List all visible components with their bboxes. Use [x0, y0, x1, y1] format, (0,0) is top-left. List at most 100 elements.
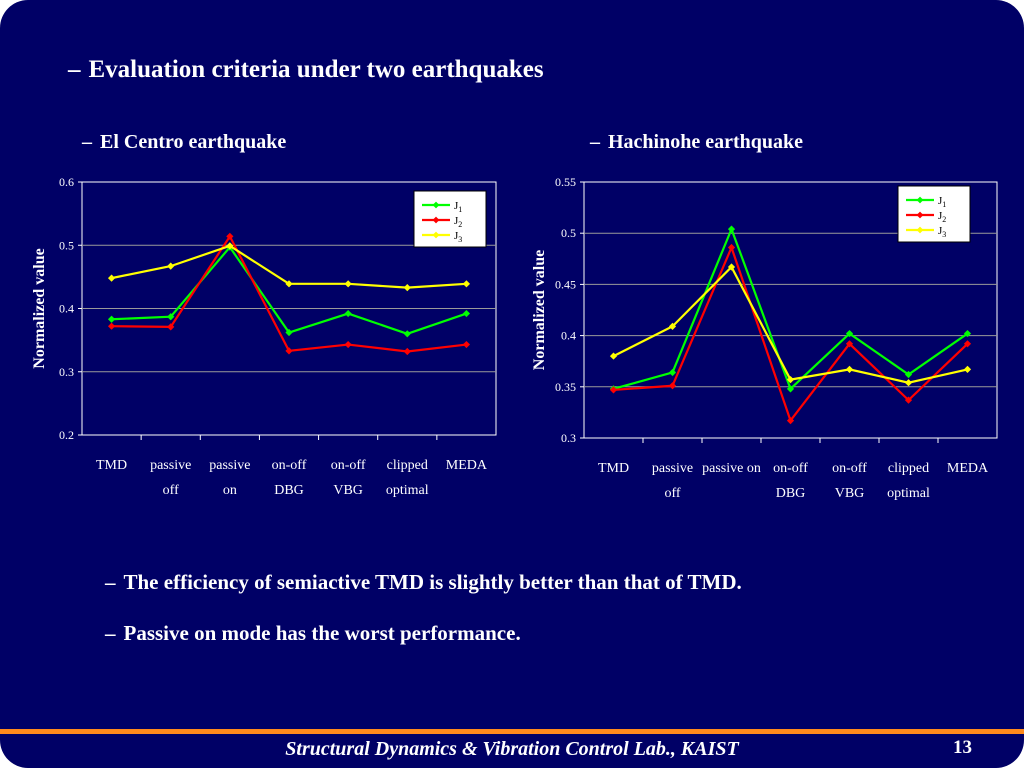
data-point-j2 — [403, 347, 411, 356]
data-point-j3 — [727, 263, 736, 271]
x-category-label: off — [664, 486, 680, 501]
y-tick-label: 0.5 — [59, 238, 74, 252]
legend-label-j1: J1 — [938, 195, 946, 209]
x-category-label: VBG — [333, 483, 363, 498]
x-category-label: VBG — [835, 486, 865, 501]
legend-subscript-j1: 1 — [942, 200, 946, 209]
data-point-j1 — [107, 315, 116, 323]
legend-subscript-j3: 3 — [458, 235, 462, 244]
x-category-label: MEDA — [446, 458, 488, 473]
chart-el-centro-svg: 0.2 0.3 0.4 0.5 0.6 TMD passive off passive on on-… — [31, 175, 497, 498]
data-point-j2 — [904, 396, 913, 404]
subtitle-el-centro: – El Centro earthquake — [82, 131, 286, 154]
x-category-label: clipped — [888, 461, 929, 476]
title-text: Evaluation criteria under two earthquake… — [88, 56, 544, 83]
legend-label-j1: J1 — [454, 200, 462, 214]
data-point-j1 — [344, 309, 352, 318]
page-number: 13 — [953, 737, 972, 758]
bullet-1: – The efficiency of semiactive TMD is sli… — [105, 570, 742, 595]
legend-marker-j1 — [432, 201, 440, 209]
x-category-label: DBG — [776, 486, 806, 501]
x-category-label: on — [223, 483, 237, 498]
legend-subscript-j1: 1 — [458, 205, 462, 214]
footer-divider — [0, 729, 1024, 734]
y-tick-label: 0.55 — [555, 175, 576, 189]
data-point-j2 — [344, 340, 352, 349]
footer-lab-name: Structural Dynamics & Vibration Control … — [285, 738, 739, 760]
y-tick-label: 0.2 — [59, 428, 74, 442]
legend-marker-j2 — [432, 216, 440, 224]
data-point-j2 — [609, 386, 618, 394]
y-tick-label: 0.6 — [59, 175, 74, 189]
legend-subscript-j2: 2 — [458, 220, 462, 229]
subtitle-right-text: Hachinohe earthquake — [608, 131, 804, 153]
x-category-label: on-off — [272, 458, 307, 473]
x-category-label: on-off — [832, 461, 867, 476]
x-category-label: MEDA — [947, 461, 989, 476]
legend-marker-j3 — [916, 226, 924, 234]
y-tick-label: 0.4 — [59, 302, 74, 316]
legend-label-j3: J3 — [938, 225, 946, 239]
y-tick-label: 0.5 — [561, 226, 576, 240]
x-category-label: TMD — [96, 458, 127, 473]
data-point-j1 — [403, 330, 411, 338]
data-point-j3 — [403, 284, 411, 292]
x-category-label: passive — [652, 461, 693, 476]
legend-marker-j1 — [916, 196, 924, 204]
y-tick-label: 0.35 — [555, 380, 576, 394]
data-point-j1 — [845, 329, 854, 338]
data-point-j2 — [226, 232, 234, 240]
title-dash: – — [68, 56, 81, 83]
data-point-j1 — [668, 368, 677, 377]
data-point-j2 — [462, 340, 471, 349]
x-category-label: clipped — [387, 458, 428, 473]
data-point-j3 — [609, 352, 618, 360]
data-point-j1 — [462, 309, 471, 318]
chart-hachinohe: 0.3 0.35 0.4 0.45 0.5 0.55 TMD passive off passiv… — [522, 168, 1012, 508]
x-category-label: optimal — [386, 483, 429, 498]
y-tick-label: 0.45 — [555, 277, 576, 291]
x-category-label: off — [163, 483, 179, 498]
bullet-2-dash: – — [105, 621, 116, 645]
slide-title: – Evaluation criteria under two earthquak… — [68, 56, 544, 84]
data-point-j1 — [963, 329, 972, 338]
legend-subscript-j3: 3 — [942, 230, 946, 239]
y-axis-label: Normalized value — [31, 248, 48, 368]
chart-hachinohe-svg: 0.3 0.35 0.4 0.45 0.5 0.55 TMD passive off passiv… — [531, 175, 998, 501]
x-category-label: optimal — [887, 486, 930, 501]
subtitle-right-dash: – — [590, 131, 600, 153]
bullet-1-dash: – — [105, 570, 116, 594]
legend-marker-j3 — [432, 231, 440, 239]
y-tick-label: 0.4 — [561, 329, 576, 343]
legend-label-j2: J2 — [938, 210, 946, 224]
data-point-j2 — [285, 347, 293, 355]
subtitle-left-dash: – — [82, 131, 92, 153]
legend-label-j2: J2 — [454, 215, 462, 229]
bullet-2-text: Passive on mode has the worst performanc… — [123, 621, 521, 645]
x-category-label: on-off — [331, 458, 366, 473]
data-point-j2 — [963, 340, 972, 348]
legend-label-j3: J3 — [454, 230, 462, 244]
y-tick-label: 0.3 — [561, 431, 576, 445]
data-point-j3 — [226, 242, 234, 250]
y-axis-label: Normalized value — [531, 250, 548, 370]
subtitle-hachinohe: – Hachinohe earthquake — [590, 131, 803, 154]
x-category-label: passive — [209, 458, 250, 473]
y-tick-label: 0.3 — [59, 365, 74, 379]
data-point-j3 — [344, 280, 352, 288]
data-point-j2 — [727, 243, 736, 252]
data-point-j2 — [845, 340, 854, 348]
x-category-label: passive on — [702, 461, 761, 476]
x-category-label: on-off — [773, 461, 808, 476]
data-point-j3 — [167, 262, 175, 270]
subtitle-left-text: El Centro earthquake — [100, 131, 287, 153]
bullet-2: – Passive on mode has the worst performan… — [105, 621, 521, 646]
data-point-j1 — [727, 225, 736, 233]
chart-el-centro: 0.2 0.3 0.4 0.5 0.6 TMD passive off passive on on-… — [20, 168, 500, 508]
bullet-1-text: The efficiency of semiactive TMD is slig… — [123, 570, 742, 594]
legend-subscript-j2: 2 — [942, 215, 946, 224]
x-category-label: TMD — [598, 461, 629, 476]
x-category-label: passive — [150, 458, 191, 473]
legend-marker-j2 — [916, 211, 924, 219]
